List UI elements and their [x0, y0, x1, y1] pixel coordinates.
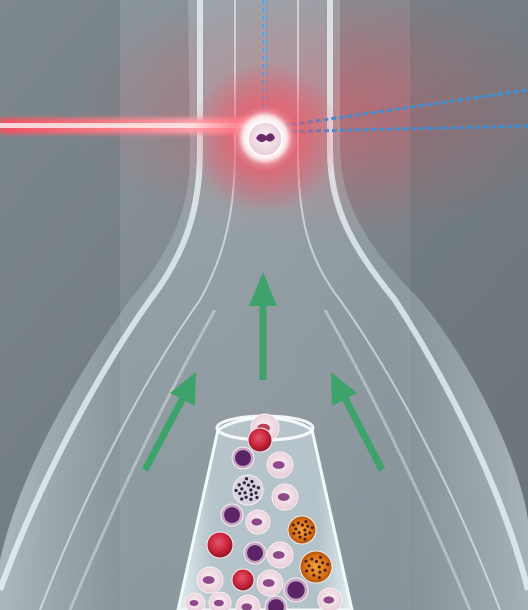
laser-beam-core — [0, 123, 265, 128]
blood-cell — [184, 592, 206, 610]
blood-cell — [243, 541, 267, 565]
funnel-right-highlight — [323, 309, 472, 610]
blood-cell — [208, 591, 232, 610]
funnel-right-wall — [327, 0, 528, 591]
blood-cell — [206, 531, 234, 559]
blood-cell — [266, 451, 294, 479]
blood-cell — [266, 541, 294, 569]
blood-cell — [287, 515, 317, 545]
blood-cell — [264, 595, 288, 610]
blood-cell — [235, 594, 261, 610]
flow-arrow-right — [331, 372, 386, 472]
blood-cell — [231, 446, 255, 470]
blood-cell — [220, 503, 244, 527]
blood-cell — [299, 550, 333, 584]
blood-cell — [232, 474, 264, 506]
blood-cell — [245, 509, 271, 535]
blood-cell — [271, 483, 299, 511]
blood-cell — [317, 587, 343, 610]
funnel-left-highlight — [68, 309, 217, 610]
interrogated-cell — [247, 121, 283, 157]
flow-arrow-left — [141, 372, 196, 472]
funnel-left-wall — [0, 0, 203, 592]
flow-arrow-center — [249, 272, 277, 380]
blood-cell — [283, 577, 309, 603]
blood-cell — [231, 568, 255, 592]
blood-cell — [256, 569, 284, 597]
blood-cell — [196, 566, 224, 594]
blood-cell — [247, 427, 273, 453]
blood-cells — [184, 413, 343, 610]
